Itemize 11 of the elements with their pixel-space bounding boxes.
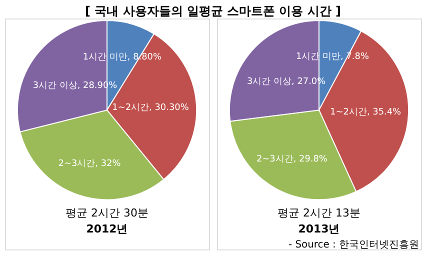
slice-label: 1~2시간, 35.4% [330, 108, 402, 118]
slice-label: 1시간 미만, 7.8% [296, 52, 369, 62]
slice-label: 2~3시간, 32% [58, 158, 121, 169]
text: 2012년 [86, 222, 128, 236]
slice-label: 2~3시간, 29.8% [256, 154, 328, 165]
slice-label: 1~2시간, 30.30% [112, 103, 189, 114]
text: 평균 2시간 13분 [278, 206, 360, 220]
text: - Source : 한국인터넷진흥원 [288, 239, 420, 250]
text: 평균 2시간 30분 [66, 206, 148, 220]
chart-title: [ 국내 사용자들의 일평균 스마트폰 이용 시간 ] [84, 4, 342, 18]
text: 2013년 [298, 222, 340, 236]
